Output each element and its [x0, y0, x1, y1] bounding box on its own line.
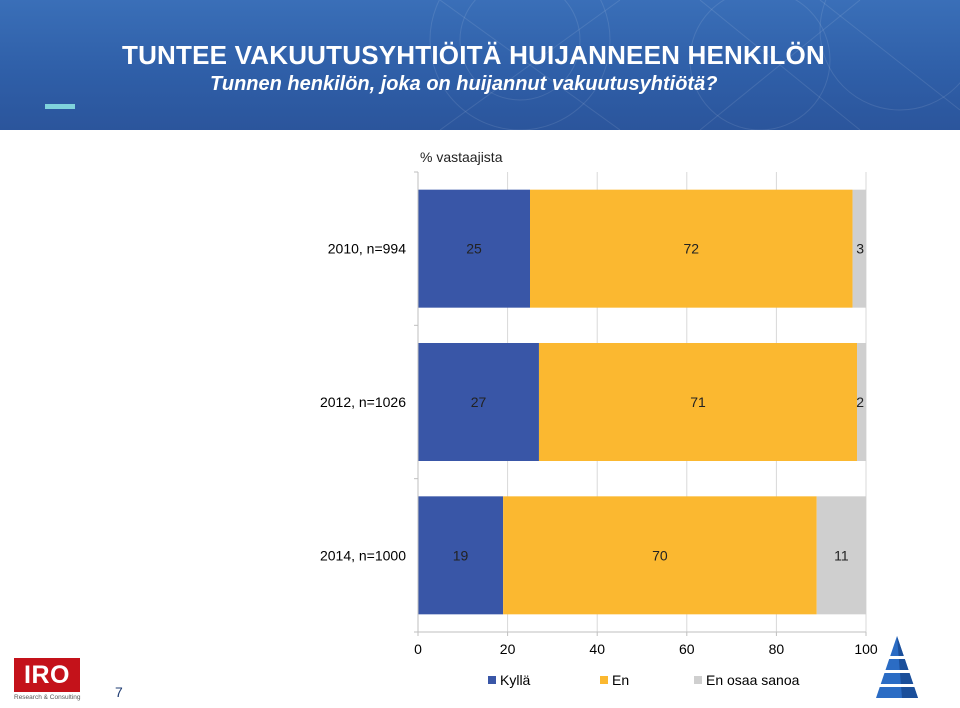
data-label: 11 [834, 547, 849, 563]
bar-segment [418, 496, 504, 615]
data-label: 3 [856, 241, 864, 257]
x-tick-label: 60 [679, 641, 695, 657]
legend-swatch-en-osaa-sanoa [694, 676, 702, 684]
bar-segment [857, 343, 866, 461]
bar-segment [503, 496, 817, 615]
accent-bar [45, 104, 75, 109]
slide-title: TUNTEE VAKUUTUSYHTIÖITÄ HUIJANNEEN HENKI… [122, 40, 825, 70]
iro-logo: IRO Research & Consulting [14, 658, 82, 701]
x-tick-label: 0 [414, 641, 422, 657]
x-tick-label: 80 [769, 641, 785, 657]
x-tick-label: 40 [589, 641, 605, 657]
chart-labels: 0 20 40 60 80 100 25 72 3 2010, n=994 27 71 2 2012, n… [320, 241, 878, 657]
legend-label-kylla: Kyllä [500, 672, 531, 688]
bar-segment [530, 189, 853, 308]
bar-segment [816, 496, 866, 615]
category-label: 2010, n=994 [328, 241, 406, 257]
x-tick-label: 100 [854, 641, 878, 657]
data-label: 27 [471, 394, 487, 410]
chart-axes [414, 171, 867, 636]
data-label: 70 [652, 547, 668, 563]
data-label: 72 [683, 241, 699, 257]
brand-triangle-icon [876, 636, 918, 698]
category-label: 2014, n=1000 [320, 547, 406, 563]
legend-item-en-osaa-sanoa: En osaa sanoa [694, 672, 799, 688]
bar-segment [418, 343, 539, 461]
data-label: 2 [856, 394, 864, 410]
bar-segment [418, 189, 530, 308]
slide-header: TUNTEE VAKUUTUSYHTIÖITÄ HUIJANNEEN HENKI… [0, 0, 960, 130]
chart-unit-label: % vastaajista [420, 149, 503, 165]
chart-bars [418, 189, 866, 615]
logo-tagline: Research & Consulting [14, 694, 81, 701]
header-decoration [429, 0, 960, 130]
legend-item-en: En [600, 672, 629, 688]
legend-swatch-kylla [488, 676, 496, 684]
bar-segment [538, 343, 858, 461]
slide-subtitle: Tunnen henkilön, joka on huijannut vakuu… [210, 73, 718, 95]
legend-swatch-en [600, 676, 608, 684]
legend-label-en-osaa-sanoa: En osaa sanoa [706, 672, 800, 688]
page-number: 7 [115, 684, 123, 700]
data-label: 25 [466, 241, 482, 257]
legend-item-kylla: Kyllä [488, 672, 530, 688]
bar-segment [852, 189, 866, 308]
category-label: 2012, n=1026 [320, 394, 406, 410]
data-label: 19 [453, 547, 469, 563]
x-tick-label: 20 [500, 641, 516, 657]
logo-mark: IRO [14, 658, 80, 692]
data-label: 71 [690, 394, 706, 410]
legend-label-en: En [612, 672, 630, 688]
